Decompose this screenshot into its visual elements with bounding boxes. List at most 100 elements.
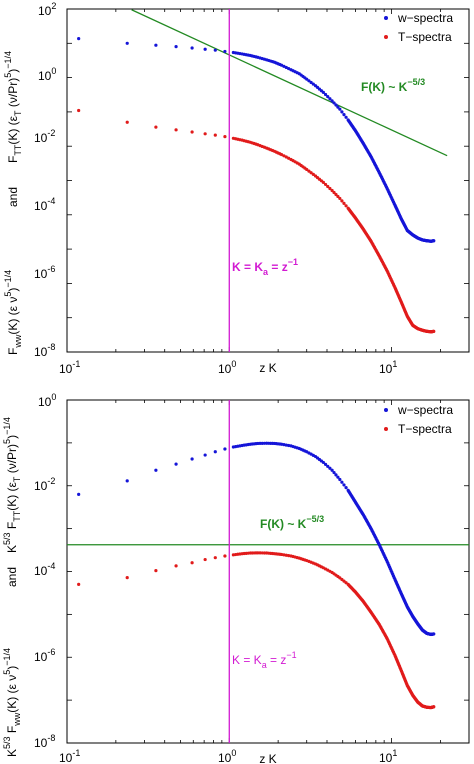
data-point (77, 37, 81, 41)
data-point (154, 468, 158, 472)
data-point (334, 192, 338, 197)
data-point (342, 483, 346, 487)
data-point (125, 41, 129, 45)
data-point (174, 128, 178, 132)
data-point (332, 101, 336, 105)
data-point (432, 329, 436, 333)
data-point (332, 190, 336, 195)
data-point (190, 46, 194, 50)
data-point (262, 551, 267, 555)
data-point (309, 80, 313, 85)
data-point (432, 239, 436, 243)
bottom-y-tick-label: 10-4 (34, 561, 55, 578)
data-point (279, 152, 284, 157)
bottom-y-tick-label: 10-2 (34, 476, 55, 493)
data-point (125, 120, 129, 124)
data-point (223, 49, 227, 54)
data-point (282, 553, 286, 557)
svg-text:and: and (6, 187, 20, 207)
top-series-group (77, 9, 448, 352)
data-point (154, 125, 158, 129)
data-point (77, 108, 81, 113)
data-point (334, 473, 338, 477)
bottom-legend: w−spectra T−spectra (384, 403, 453, 436)
data-point (213, 556, 217, 560)
top-reference-annotation: F(K) ~ K−5/3 (361, 77, 425, 94)
bottom-reference-annotation: F(K) ~ K−5/3 (260, 514, 324, 531)
data-point (338, 107, 342, 111)
top-y-tick-label: 10-6 (34, 264, 55, 281)
data-point (338, 477, 342, 482)
data-point (305, 167, 309, 172)
data-point (330, 188, 334, 193)
legend-marker-t (384, 35, 388, 39)
data-point (125, 479, 129, 483)
bottom-series-t (77, 551, 436, 710)
data-point (258, 551, 262, 555)
top-y-tick-label: 10-8 (34, 342, 55, 359)
data-point (213, 133, 217, 137)
data-point (309, 171, 313, 175)
data-point (328, 466, 332, 470)
data-point (174, 45, 178, 49)
data-point (326, 464, 330, 468)
data-point (174, 462, 178, 466)
top-x-tick-label: 10-1 (59, 359, 80, 376)
data-point (154, 43, 158, 47)
data-point (323, 92, 328, 97)
top-legend: w−spectra T−spectra (384, 11, 453, 44)
data-point (330, 468, 334, 472)
data-point (344, 486, 348, 490)
data-point (311, 82, 315, 86)
data-point (190, 457, 194, 461)
data-point (326, 95, 330, 99)
bottom-x-tick-label: 10-1 (59, 748, 80, 764)
data-point (321, 90, 325, 95)
legend-label-w: w−spectra (397, 403, 453, 417)
top-panel: 10-8 10-6 10-4 10-2 100 102 10-1 100 101… (3, 1, 470, 376)
data-point (326, 184, 330, 189)
bottom-series-w (77, 441, 436, 637)
svg-text:K5/3 Fww(K) (ε ν5)−1/4: K5/3 Fww(K) (ε ν5)−1/4 (2, 648, 22, 757)
data-point (77, 492, 81, 496)
data-point (342, 112, 346, 117)
data-point (203, 132, 207, 136)
data-point (223, 447, 227, 451)
data-point (154, 568, 158, 573)
top-y-tick-label: 102 (38, 1, 56, 18)
data-point (284, 155, 288, 159)
top-x-tick-label: 101 (379, 359, 397, 376)
data-point (311, 172, 315, 176)
svg-text:Fww(K) (ε ν5)−1/4: Fww(K) (ε ν5)−1/4 (3, 270, 23, 355)
data-point (256, 551, 260, 555)
bottom-series-group (67, 400, 469, 743)
data-point (282, 154, 286, 158)
top-y-axis-label: Fww(K) (ε ν5)−1/4 and FTT(K) (εT (ν/Pr)5… (3, 51, 23, 355)
data-point (330, 99, 334, 103)
bottom-y-axis-label: K5/3 Fww(K) (ε ν5)−1/4 and K5/3 FTT(K) (… (2, 417, 22, 757)
top-x-axis-label: z K (259, 361, 276, 375)
data-point (344, 115, 348, 119)
bottom-vertical-annotation: K = Ka = z−1 (232, 650, 297, 670)
data-point (223, 554, 227, 558)
top-reference-line (131, 9, 448, 157)
data-point (287, 554, 291, 558)
data-point (284, 553, 288, 557)
data-point (340, 110, 344, 114)
top-series-t (77, 108, 436, 334)
top-vertical-annotation: K = Ka = z−1 (232, 257, 298, 277)
data-point (203, 557, 207, 562)
data-point (287, 156, 291, 160)
data-point (432, 632, 436, 636)
data-point (203, 453, 207, 457)
data-point (328, 186, 332, 191)
legend-label-t: T−spectra (398, 422, 452, 436)
data-point (321, 180, 325, 185)
data-point (328, 97, 332, 101)
data-point (334, 103, 338, 107)
data-point (336, 194, 340, 199)
bottom-y-tick-label: 10-6 (34, 647, 55, 664)
data-point (340, 480, 344, 484)
legend-label-t: T−spectra (398, 30, 452, 44)
